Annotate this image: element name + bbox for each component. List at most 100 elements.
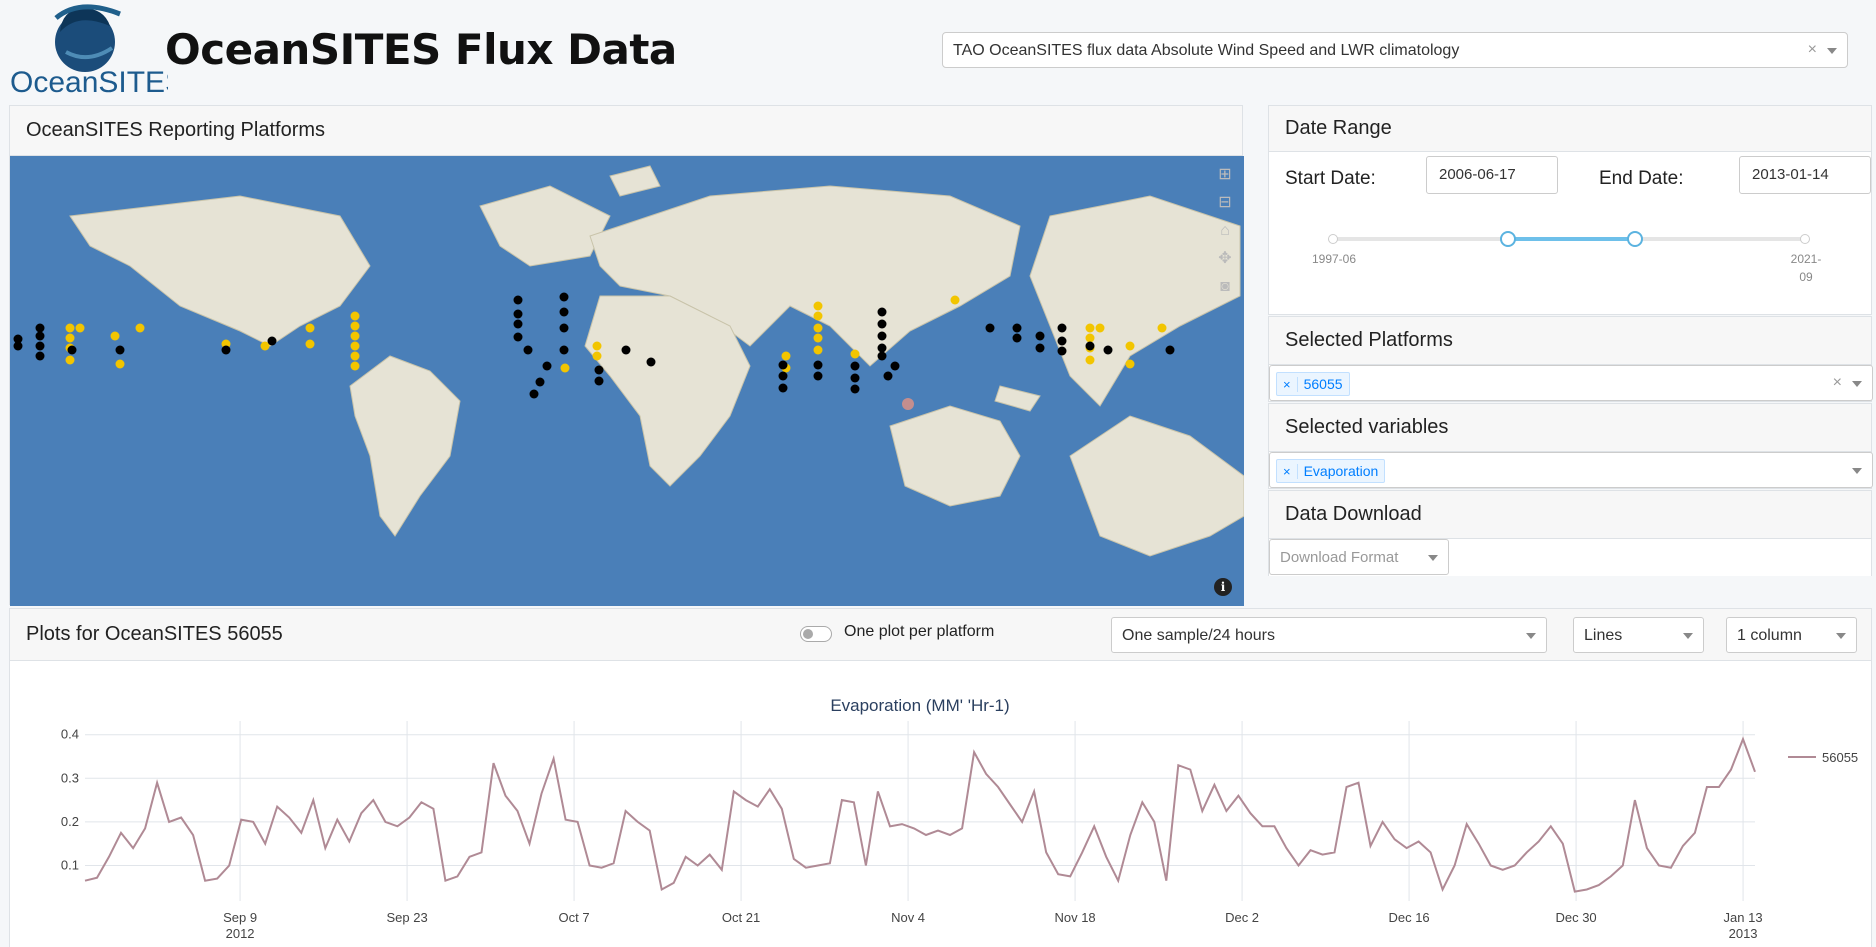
- x-tick-label: Dec 16: [1388, 910, 1429, 925]
- variable-tag-label: Evaporation: [1303, 463, 1379, 479]
- plots-title: Plots for OceanSITES 56055: [26, 623, 283, 645]
- plot-style-select[interactable]: Lines: [1573, 617, 1704, 653]
- platform-tag-label: 56055: [1303, 376, 1343, 392]
- oceansites-logo: OceanSITES: [8, 2, 185, 99]
- platform-marker: [592, 351, 602, 361]
- landmass: [589, 185, 1021, 367]
- chevron-down-icon[interactable]: [1428, 555, 1438, 561]
- chevron-down-icon[interactable]: [1852, 468, 1862, 474]
- platform-marker: [877, 331, 887, 341]
- date-range-title: Date Range: [1269, 106, 1871, 152]
- slider-max-dot: [1800, 234, 1810, 244]
- start-date-input[interactable]: 2006-06-17: [1426, 156, 1558, 194]
- platform-marker: [850, 349, 860, 359]
- platform-marker: [850, 361, 860, 371]
- platform-marker: [1035, 331, 1045, 341]
- platform-marker: [135, 323, 145, 333]
- one-plot-per-platform-toggle[interactable]: [800, 626, 832, 642]
- download-format-select[interactable]: Download Format: [1269, 539, 1449, 575]
- zoom-in-icon[interactable]: ⊞: [1218, 166, 1232, 183]
- remove-tag-icon[interactable]: ×: [1277, 463, 1298, 479]
- platform-marker: [559, 345, 569, 355]
- platform-marker: [985, 323, 995, 333]
- y-tick-label: 0.4: [61, 727, 79, 742]
- y-tick-label: 0.3: [61, 770, 79, 785]
- toggle-label: One plot per platform: [844, 623, 995, 640]
- platform-marker: [813, 323, 823, 333]
- info-icon[interactable]: i: [1214, 578, 1232, 596]
- platform-marker: [305, 323, 315, 333]
- platform-marker: [13, 341, 23, 351]
- end-date-input[interactable]: 2013-01-14: [1739, 156, 1871, 194]
- platform-marker: [110, 331, 120, 341]
- landmass: [584, 295, 751, 487]
- variable-tag: × Evaporation: [1276, 459, 1386, 483]
- chevron-down-icon[interactable]: [1827, 48, 1837, 54]
- platform-marker: [35, 323, 45, 333]
- end-date-label: End Date:: [1599, 168, 1684, 189]
- platform-tag: × 56055: [1276, 372, 1350, 396]
- chevron-down-icon[interactable]: [1852, 381, 1862, 387]
- platforms-title: Selected Platforms: [1269, 317, 1871, 365]
- zoom-out-icon[interactable]: ⊟: [1218, 194, 1232, 211]
- slider-min-label: 1997-06: [1311, 252, 1357, 266]
- platform-marker: [523, 345, 533, 355]
- platform-marker: [781, 351, 791, 361]
- download-title: Data Download: [1269, 491, 1871, 539]
- slider-start-handle[interactable]: [1499, 231, 1516, 247]
- plot-layout-value: 1 column: [1737, 627, 1802, 644]
- sample-rate-select[interactable]: One sample/24 hours: [1111, 617, 1547, 653]
- platforms-select[interactable]: × 56055 ×: [1269, 365, 1873, 401]
- platform-map[interactable]: ⊞ ⊟ ⌂ ✥ ◙ i: [10, 156, 1244, 606]
- y-tick-label: 0.1: [61, 857, 79, 872]
- evaporation-chart[interactable]: Evaporation (MM' 'Hr-1) 0.1 0.2 0.3 0.4 Sep 9…: [10, 661, 1873, 947]
- platform-marker: [513, 332, 523, 342]
- platform-marker: [1103, 345, 1113, 355]
- platform-marker: [350, 341, 360, 351]
- platform-marker: [35, 331, 45, 341]
- slider-end-handle[interactable]: [1627, 231, 1644, 247]
- dataset-select[interactable]: TAO OceanSITES flux data Absolute Wind S…: [942, 32, 1848, 68]
- platform-marker: [535, 377, 545, 387]
- slider-min-dot: [1328, 234, 1338, 244]
- platform-marker: [1057, 346, 1067, 356]
- clear-icon[interactable]: ×: [1832, 374, 1842, 391]
- platform-marker: [1085, 341, 1095, 351]
- platform-marker: [850, 384, 860, 394]
- camera-icon[interactable]: ◙: [1220, 278, 1230, 295]
- platform-marker: [813, 345, 823, 355]
- platform-marker: [813, 301, 823, 311]
- variables-select[interactable]: × Evaporation: [1269, 452, 1873, 488]
- landmass: [889, 405, 1021, 507]
- platform-marker: [1057, 336, 1067, 346]
- selected-platform-marker: [902, 398, 914, 410]
- platform-marker: [778, 360, 788, 370]
- platforms-panel: Selected Platforms × 56055 ×: [1268, 316, 1873, 402]
- landmass: [349, 355, 461, 537]
- clear-icon[interactable]: ×: [1807, 41, 1817, 58]
- platform-marker: [950, 295, 960, 305]
- platform-marker: [529, 389, 539, 399]
- map-toolbar: ⊞ ⊟ ⌂ ✥ ◙: [1214, 164, 1236, 298]
- home-icon[interactable]: ⌂: [1220, 222, 1230, 239]
- x-tick-label: Jan 13: [1724, 910, 1763, 925]
- platform-marker: [813, 333, 823, 343]
- platform-marker: [1085, 333, 1095, 343]
- remove-tag-icon[interactable]: ×: [1277, 376, 1298, 392]
- platform-marker: [778, 371, 788, 381]
- platform-marker: [813, 371, 823, 381]
- pan-icon[interactable]: ✥: [1218, 250, 1232, 267]
- x-tick-label: Sep 23: [386, 910, 427, 925]
- platform-marker: [877, 351, 887, 361]
- date-range-slider[interactable]: [1328, 231, 1810, 247]
- plot-layout-select[interactable]: 1 column: [1726, 617, 1857, 653]
- platform-marker: [890, 361, 900, 371]
- chevron-down-icon[interactable]: [1683, 633, 1693, 639]
- date-range-panel: Date Range Start Date: 2006-06-17 End Da…: [1268, 105, 1872, 315]
- platform-marker: [1057, 323, 1067, 333]
- x-tick-label: Oct 21: [722, 910, 760, 925]
- slider-max-label: 2021- 09: [1790, 252, 1822, 284]
- platform-marker: [1125, 341, 1135, 351]
- chevron-down-icon[interactable]: [1836, 633, 1846, 639]
- chevron-down-icon[interactable]: [1526, 633, 1536, 639]
